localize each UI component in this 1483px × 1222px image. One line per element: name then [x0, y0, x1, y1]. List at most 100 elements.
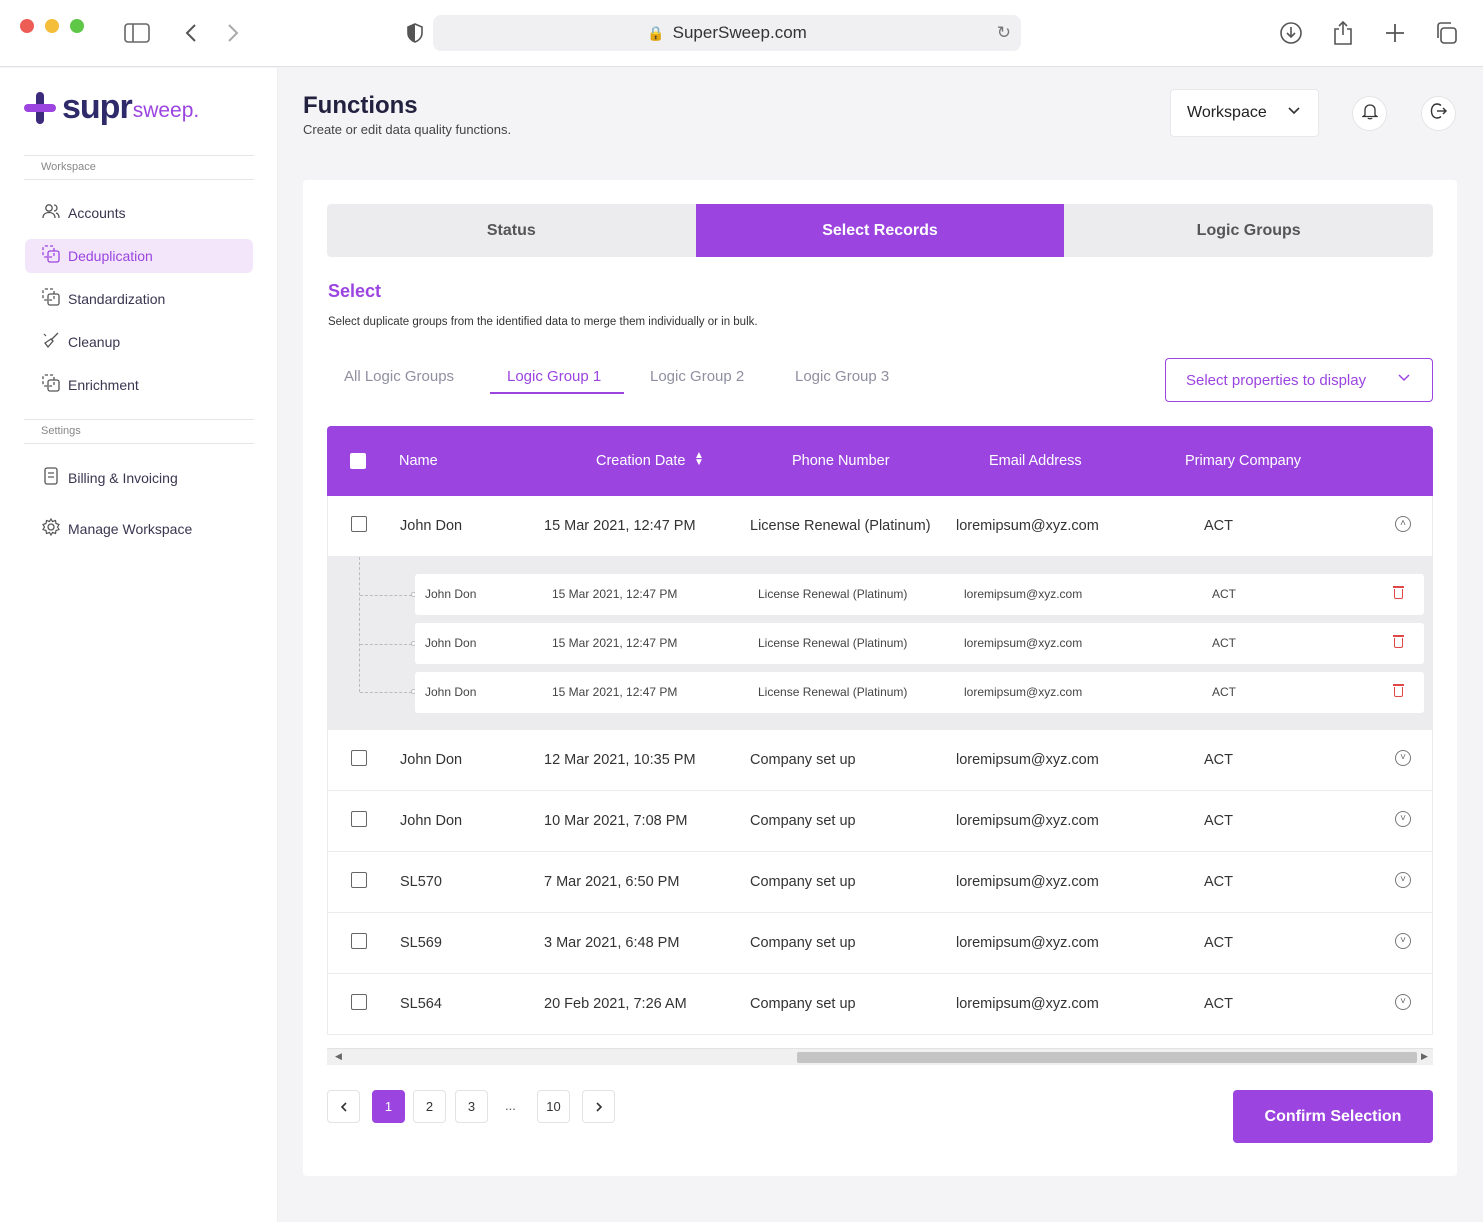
scroll-right-arrow-icon[interactable]: ▶	[1421, 1051, 1428, 1061]
step-tabs: Status Select Records Logic Groups	[327, 204, 1433, 257]
table-row[interactable]: John Don 12 Mar 2021, 10:35 PM Company s…	[327, 730, 1433, 791]
tab-select-records[interactable]: Select Records	[695, 204, 1065, 257]
trash-icon[interactable]	[1393, 635, 1404, 648]
row-checkbox[interactable]	[351, 750, 367, 766]
subtab-logic-group-3[interactable]: Logic Group 3	[795, 368, 890, 385]
duplicate-subrow[interactable]: John Don 15 Mar 2021, 12:47 PM License R…	[415, 672, 1424, 713]
reload-icon[interactable]: ↻	[996, 23, 1011, 42]
scrollbar-thumb[interactable]	[797, 1052, 1417, 1063]
pagination-page-10[interactable]: 10	[537, 1090, 570, 1123]
column-header-primary-company[interactable]: Primary Company	[1185, 453, 1302, 469]
subtab-all-logic-groups[interactable]: All Logic Groups	[344, 368, 455, 385]
forward-icon[interactable]	[220, 20, 246, 46]
duplicate-subrow[interactable]: John Don 15 Mar 2021, 12:47 PM License R…	[415, 623, 1424, 664]
pagination-next-button[interactable]	[582, 1090, 615, 1123]
cell-creation-date: 15 Mar 2021, 12:47 PM	[544, 518, 696, 534]
tab-status[interactable]: Status	[486, 221, 536, 239]
expand-chevron-down-icon[interactable]: ˅	[1395, 933, 1411, 949]
minimize-window-button[interactable]	[45, 19, 59, 33]
sidebar-item-enrichment[interactable]: Enrichment	[25, 368, 253, 402]
column-header-email-address[interactable]: Email Address	[989, 453, 1082, 469]
cell-phone-number: Company set up	[750, 752, 856, 768]
notifications-button[interactable]	[1352, 96, 1387, 131]
sidebar-item-standardization[interactable]: Standardization	[25, 282, 253, 316]
cell-name: John Don	[400, 813, 463, 829]
logo[interactable]: supr sweep.	[24, 88, 199, 127]
cell-name: SL569	[400, 935, 442, 951]
tabs-overview-icon[interactable]	[1433, 20, 1459, 46]
sidebar-toggle-icon[interactable]	[124, 20, 150, 46]
cell-phone-number: License Renewal (Platinum)	[758, 587, 908, 601]
url-text: SuperSweep.com	[672, 23, 807, 42]
cell-creation-date: 20 Feb 2021, 7:26 AM	[544, 996, 687, 1012]
new-tab-icon[interactable]	[1382, 20, 1408, 46]
invoice-icon	[41, 467, 61, 489]
pagination-ellipsis: ...	[505, 1098, 516, 1113]
subtab-logic-group-2[interactable]: Logic Group 2	[650, 368, 745, 385]
trash-icon[interactable]	[1393, 586, 1404, 599]
expand-chevron-down-icon[interactable]: ˅	[1395, 872, 1411, 888]
close-window-button[interactable]	[20, 19, 34, 33]
duplicate-subrow[interactable]: John Don 15 Mar 2021, 12:47 PM License R…	[415, 574, 1424, 615]
pagination-page-1[interactable]: 1	[372, 1090, 405, 1123]
subtab-logic-group-1[interactable]: Logic Group 1	[507, 368, 602, 385]
pagination-page-2[interactable]: 2	[413, 1090, 446, 1123]
expand-chevron-down-icon[interactable]: ˅	[1395, 750, 1411, 766]
cell-creation-date: 10 Mar 2021, 7:08 PM	[544, 813, 688, 829]
expand-chevron-down-icon[interactable]: ˅	[1395, 994, 1411, 1010]
table-row[interactable]: SL569 3 Mar 2021, 6:48 PM Company set up…	[327, 913, 1433, 974]
cell-company: ACT	[1212, 636, 1236, 650]
download-icon[interactable]	[1278, 20, 1304, 46]
column-header-phone-number[interactable]: Phone Number	[792, 453, 890, 469]
sidebar-item-manage-workspace[interactable]: Manage Workspace	[25, 512, 253, 546]
tree-connector	[359, 557, 360, 692]
row-checkbox[interactable]	[351, 516, 367, 532]
row-checkbox[interactable]	[351, 933, 367, 949]
share-icon[interactable]	[1330, 20, 1356, 46]
sidebar-item-label: Cleanup	[68, 334, 121, 350]
cell-company: ACT	[1204, 813, 1233, 829]
scroll-left-arrow-icon[interactable]: ◀	[335, 1051, 342, 1061]
table-row[interactable]: John Don 15 Mar 2021, 12:47 PM License R…	[327, 496, 1433, 557]
row-checkbox[interactable]	[351, 872, 367, 888]
horizontal-scrollbar[interactable]: ◀ ▶	[327, 1048, 1433, 1065]
table-row[interactable]: SL564 20 Feb 2021, 7:26 AM Company set u…	[327, 974, 1433, 1035]
cell-phone-number: Company set up	[750, 935, 856, 951]
back-icon[interactable]	[178, 20, 204, 46]
logo-text-main: supr	[62, 88, 133, 126]
cell-name: John Don	[425, 685, 477, 699]
row-checkbox[interactable]	[351, 994, 367, 1010]
logout-button[interactable]	[1421, 96, 1456, 131]
cell-email: loremipsum@xyz.com	[956, 874, 1099, 890]
duplicate-icon	[41, 245, 61, 267]
table-header: Name Creation Date ▲ ▼ Phone Number Email…	[327, 426, 1433, 496]
logout-icon	[1430, 102, 1448, 125]
column-header-name[interactable]: Name	[399, 453, 438, 469]
table-row[interactable]: John Don 10 Mar 2021, 7:08 PM Company se…	[327, 791, 1433, 852]
sidebar-item-deduplication[interactable]: Deduplication	[25, 239, 253, 273]
address-bar[interactable]: 🔒 SuperSweep.com ↻	[433, 15, 1021, 51]
tab-logic-groups[interactable]: Logic Groups	[1196, 221, 1301, 239]
sidebar-item-billing[interactable]: Billing & Invoicing	[25, 461, 253, 495]
sidebar-item-label: Deduplication	[68, 248, 153, 264]
cell-email: loremipsum@xyz.com	[956, 813, 1099, 829]
trash-icon[interactable]	[1393, 684, 1404, 697]
select-all-checkbox[interactable]	[350, 453, 366, 469]
sidebar-item-accounts[interactable]: Accounts	[25, 196, 253, 230]
workspace-select[interactable]: Workspace	[1170, 89, 1319, 137]
select-properties-dropdown[interactable]: Select properties to display	[1165, 358, 1433, 402]
cell-email: loremipsum@xyz.com	[964, 587, 1083, 601]
cell-phone-number: License Renewal (Platinum)	[750, 518, 931, 534]
confirm-selection-button[interactable]: Confirm Selection	[1233, 1090, 1433, 1143]
column-header-creation-date[interactable]: Creation Date	[596, 453, 686, 469]
sort-icon[interactable]: ▲ ▼	[694, 450, 704, 468]
expand-chevron-down-icon[interactable]: ˅	[1395, 811, 1411, 827]
maximize-window-button[interactable]	[70, 19, 84, 33]
row-checkbox[interactable]	[351, 811, 367, 827]
pagination-prev-button[interactable]	[327, 1090, 360, 1123]
collapse-chevron-up-icon[interactable]: ˄	[1395, 516, 1411, 532]
pagination-page-3[interactable]: 3	[455, 1090, 488, 1123]
shield-icon[interactable]	[402, 20, 428, 46]
table-row[interactable]: SL570 7 Mar 2021, 6:50 PM Company set up…	[327, 852, 1433, 913]
sidebar-item-cleanup[interactable]: Cleanup	[25, 325, 253, 359]
